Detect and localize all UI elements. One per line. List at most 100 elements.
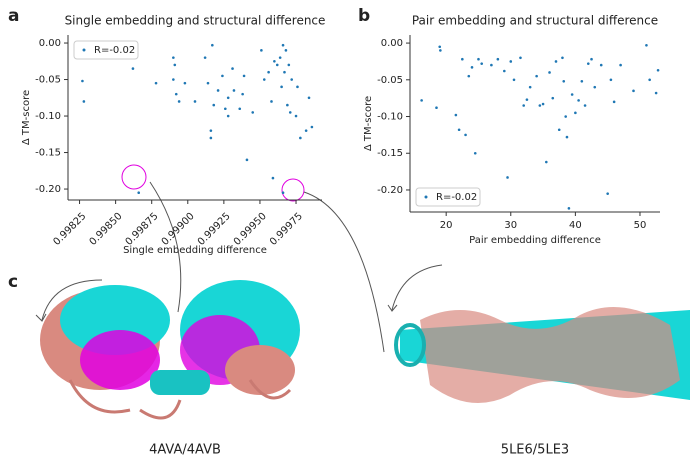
y-tick-label: -0.05	[35, 75, 61, 86]
point	[310, 125, 314, 129]
point	[509, 60, 513, 63]
point	[286, 103, 289, 107]
point	[203, 56, 207, 59]
point	[506, 176, 509, 179]
point	[590, 57, 593, 61]
chart-title: Single embedding and structural differen…	[65, 14, 326, 28]
point	[209, 129, 213, 132]
point	[612, 100, 616, 104]
point	[473, 151, 477, 155]
point	[561, 56, 564, 60]
point	[262, 78, 266, 81]
point	[654, 91, 658, 95]
point	[287, 63, 291, 67]
point	[435, 106, 438, 110]
y-tick-label: -0.20	[35, 184, 61, 195]
point	[522, 104, 525, 107]
x-tick-label: 0.99950	[232, 211, 269, 248]
point	[183, 81, 187, 85]
point	[420, 99, 423, 102]
point	[538, 104, 542, 107]
point	[503, 69, 506, 73]
y-tick-label: -0.10	[377, 112, 403, 123]
point	[172, 56, 175, 59]
point	[278, 56, 282, 59]
point	[177, 100, 181, 103]
point	[490, 63, 493, 67]
point	[241, 92, 244, 96]
point	[457, 128, 461, 132]
point	[172, 78, 175, 81]
y-tick-label: 0.00	[39, 38, 61, 49]
point	[296, 85, 299, 89]
point	[212, 103, 216, 107]
y-tick-label: -0.05	[377, 75, 403, 86]
x-tick-label: 0.99825	[51, 211, 88, 248]
point	[583, 104, 587, 107]
structure-label: 4AVA/4AVB	[149, 443, 221, 458]
x-tick-label: 30	[504, 220, 517, 231]
point	[577, 99, 580, 102]
point	[288, 111, 292, 114]
point	[557, 128, 561, 132]
panel-label: a	[8, 6, 19, 26]
point	[271, 176, 275, 180]
protein-4ava	[40, 280, 300, 420]
point	[251, 111, 255, 114]
legend-marker	[82, 48, 86, 52]
point	[131, 67, 135, 70]
point	[438, 45, 442, 49]
point	[470, 66, 474, 69]
point	[275, 63, 279, 67]
legend-label: R=-0.02	[94, 45, 135, 56]
point	[599, 63, 603, 67]
point	[267, 70, 270, 74]
x-tick-label: 20	[440, 220, 453, 231]
point	[283, 70, 286, 74]
point	[307, 96, 311, 100]
point	[231, 67, 234, 70]
panel-label: b	[358, 6, 370, 26]
point	[619, 63, 622, 67]
point	[551, 96, 555, 100]
point	[593, 85, 597, 89]
y-tick-label: 0.00	[381, 38, 403, 49]
point	[226, 96, 230, 100]
legend-marker	[424, 195, 428, 199]
x-tick-label: 0.99875	[124, 211, 161, 248]
point	[238, 107, 242, 111]
point	[567, 207, 571, 210]
legend-label: R=-0.02	[436, 192, 477, 203]
point	[548, 71, 551, 74]
point	[545, 160, 548, 164]
x-tick-label: 50	[634, 220, 647, 231]
point	[270, 100, 273, 103]
point	[562, 79, 566, 83]
structure-label: 5LE6/5LE3	[501, 443, 569, 458]
y-axis-label: Δ TM-score	[21, 90, 32, 145]
point	[570, 93, 574, 96]
y-axis-label: Δ TM-score	[363, 96, 374, 151]
point	[496, 57, 500, 61]
point	[232, 89, 236, 92]
point	[304, 129, 308, 132]
point	[461, 57, 464, 61]
point	[221, 74, 224, 78]
point	[154, 81, 158, 85]
point	[224, 107, 227, 111]
point	[535, 74, 538, 78]
point	[174, 92, 178, 96]
legend-box	[73, 40, 139, 60]
point	[273, 59, 276, 63]
point	[439, 49, 442, 52]
point	[137, 191, 141, 194]
point	[467, 74, 471, 78]
y-tick-label: -0.15	[377, 148, 403, 159]
point	[206, 81, 210, 85]
point	[528, 85, 532, 89]
chart-title: Pair embedding and structural difference	[412, 14, 658, 28]
point	[656, 68, 660, 72]
point	[281, 43, 285, 47]
point	[193, 100, 197, 103]
point	[609, 78, 613, 82]
